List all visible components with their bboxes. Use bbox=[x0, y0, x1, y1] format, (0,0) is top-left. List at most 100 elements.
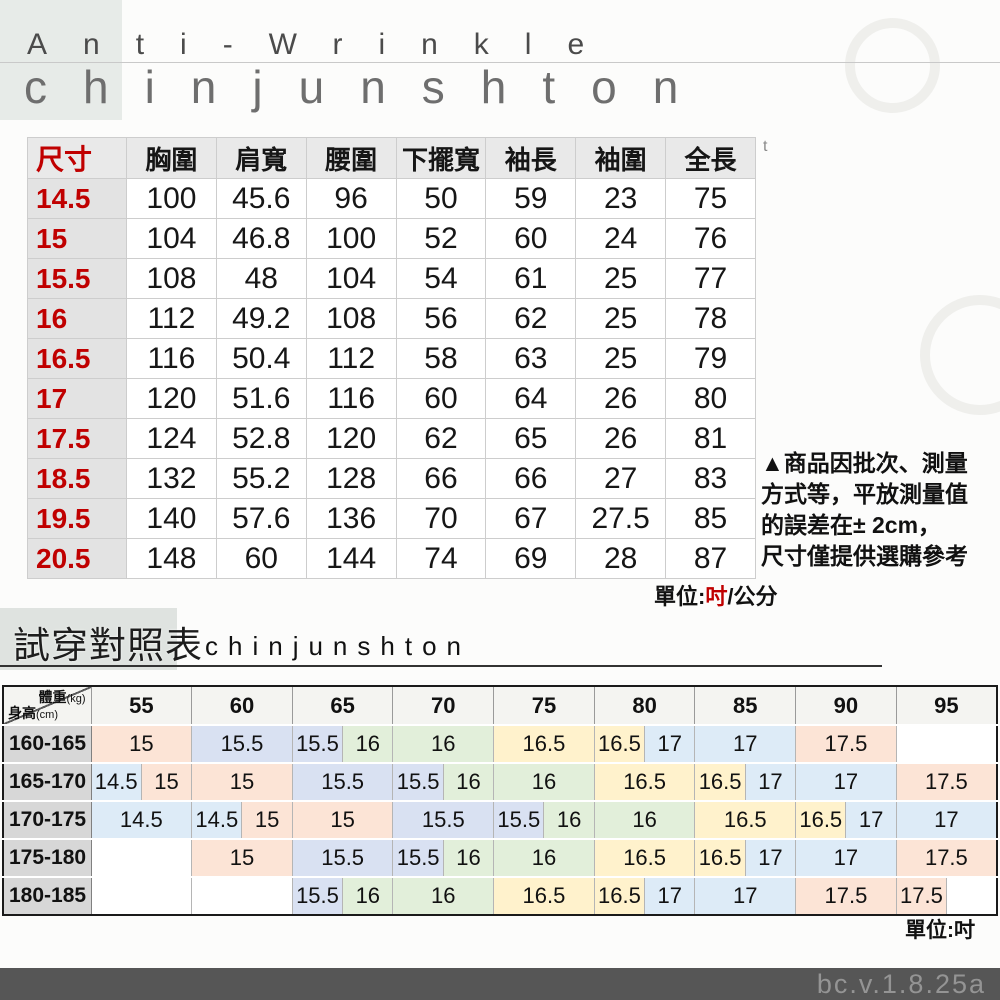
unit-suffix: /公分 bbox=[727, 584, 778, 609]
measurement-cell: 25 bbox=[575, 298, 667, 339]
measurement-cell: 26 bbox=[575, 418, 667, 459]
measure-column-header: 肩寬 bbox=[215, 137, 307, 179]
fit-size-cell: 15 bbox=[191, 838, 293, 877]
size-row: 17 120 51.6 116 60 64 26 80 bbox=[27, 378, 756, 419]
fit-size-cell: 16 bbox=[443, 838, 495, 877]
measurement-cell: 76 bbox=[665, 218, 756, 259]
fit-size-cell: 17 bbox=[845, 800, 897, 839]
fit-header-row: 體重(kg) 身高(cm) 55 60 65 70 75 80 85 90 95 bbox=[2, 685, 998, 726]
measurement-cell: 27.5 bbox=[575, 498, 667, 539]
measurement-cell: 60 bbox=[485, 218, 577, 259]
fit-size-cell: 16 bbox=[594, 800, 696, 839]
fit-size-cell: 16.5 bbox=[594, 876, 646, 915]
measurement-cell: 24 bbox=[575, 218, 667, 259]
fit-row: 160-165 15 15.5 15.5 16 16 16.5 16.5 17 17 17.5 bbox=[3, 724, 998, 763]
weight-column-header: 95 bbox=[895, 685, 998, 726]
fit-size-cell: 15.5 bbox=[292, 876, 344, 915]
fit-empty-cell bbox=[91, 876, 193, 915]
size-table: 尺寸 胸圍 肩寬 腰圍 下擺寬 袖長 袖圍 全長 14.5 100 45.6 96 50 59 23 75 1… bbox=[27, 137, 756, 579]
fit-size-cell: 16.5 bbox=[594, 724, 646, 763]
fit-size-cell: 17.5 bbox=[795, 724, 897, 763]
size-value-cell: 14.5 bbox=[27, 178, 127, 219]
fit-row: 170-175 14.5 14.5 15 15 15.5 15.5 16 16 16.5 16.5 1… bbox=[3, 800, 998, 839]
fit-size-cell: 14.5 bbox=[91, 800, 193, 839]
brand-logo-text: chinjunshton bbox=[24, 61, 715, 113]
fit-size-cell: 15.5 bbox=[392, 762, 444, 801]
fit-size-cell: 15.5 bbox=[191, 724, 293, 763]
fit-size-cell: 14.5 bbox=[191, 800, 243, 839]
fit-size-cell: 16 bbox=[543, 800, 595, 839]
measurement-cell: 124 bbox=[126, 418, 217, 459]
fit-section-brand: chinjunshton bbox=[205, 631, 471, 661]
weight-column-header: 85 bbox=[694, 685, 797, 726]
measurement-cell: 52 bbox=[395, 218, 487, 259]
measurement-cell: 48 bbox=[215, 258, 307, 299]
fit-row: 180-185 15.5 16 16 16.5 16.5 17 17 17.5 17.5 bbox=[3, 876, 998, 915]
measure-column-header: 腰圍 bbox=[305, 137, 397, 179]
fit-size-cell: 15.5 bbox=[392, 838, 444, 877]
size-row: 16 112 49.2 108 56 62 25 78 bbox=[27, 298, 756, 339]
fit-size-cell: 16.5 bbox=[594, 838, 696, 877]
height-axis-label: 身高(cm) bbox=[8, 705, 58, 721]
note-line: ▲商品因批次、測量 bbox=[761, 450, 968, 476]
fit-size-cell: 15 bbox=[292, 800, 394, 839]
size-row: 15.5 108 48 104 54 61 25 77 bbox=[27, 258, 756, 299]
size-table-body: 14.5 100 45.6 96 50 59 23 75 15 104 46.8 100 52 60 24 7… bbox=[27, 178, 756, 579]
measurement-cell: 45.6 bbox=[215, 178, 307, 219]
size-value-cell: 17 bbox=[27, 378, 127, 419]
fit-size-cell: 17 bbox=[745, 762, 797, 801]
shirt-button-decoration bbox=[920, 295, 1000, 415]
fit-empty-cell bbox=[946, 876, 998, 915]
measurement-cell: 100 bbox=[305, 218, 397, 259]
measurement-cell: 67 bbox=[485, 498, 577, 539]
unit-inch-highlight: 吋 bbox=[705, 584, 728, 609]
fit-corner-diagonal: 體重(kg) 身高(cm) bbox=[4, 687, 90, 724]
size-row: 17.5 124 52.8 120 62 65 26 81 bbox=[27, 418, 756, 459]
fit-size-cell: 17.5 bbox=[896, 876, 948, 915]
measurement-note: ▲商品因批次、測量 方式等，平放測量值 的誤差在± 2cm， 尺寸僅提供選購參考 bbox=[761, 448, 1000, 572]
measurement-cell: 104 bbox=[305, 258, 397, 299]
measurement-cell: 136 bbox=[305, 498, 397, 539]
measurement-cell: 49.2 bbox=[215, 298, 307, 339]
fit-size-cell: 15.5 bbox=[292, 762, 394, 801]
fit-size-cell: 15 bbox=[191, 762, 293, 801]
fit-size-cell: 16 bbox=[392, 724, 495, 763]
measurement-cell: 128 bbox=[305, 458, 397, 499]
size-table-unit: 單位:吋/公分 bbox=[654, 579, 777, 611]
measurement-cell: 57.6 bbox=[215, 498, 307, 539]
fit-size-cell: 17 bbox=[795, 838, 897, 877]
fit-size-cell: 16.5 bbox=[694, 800, 797, 839]
fit-size-cell: 16.5 bbox=[694, 838, 746, 877]
measure-column-header: 下擺寬 bbox=[395, 137, 487, 179]
measure-column-header: 胸圍 bbox=[126, 137, 217, 179]
size-table-header-row: 尺寸 胸圍 肩寬 腰圍 下擺寬 袖長 袖圍 全長 bbox=[27, 137, 756, 179]
fit-table: 體重(kg) 身高(cm) 55 60 65 70 75 80 85 90 95 160-165… bbox=[2, 685, 998, 916]
measurement-cell: 78 bbox=[665, 298, 756, 339]
weight-column-header: 75 bbox=[493, 685, 595, 726]
size-value-cell: 15 bbox=[27, 218, 127, 259]
fit-size-cell: 17 bbox=[745, 838, 797, 877]
fit-size-cell: 17.5 bbox=[896, 762, 998, 801]
measurement-cell: 66 bbox=[485, 458, 577, 499]
fit-row: 165-170 14.5 15 15 15.5 15.5 16 16 16.5 16.5 17 17 1… bbox=[3, 762, 998, 801]
measurement-cell: 54 bbox=[395, 258, 487, 299]
height-range-cell: 165-170 bbox=[3, 762, 92, 801]
measurement-cell: 83 bbox=[665, 458, 756, 499]
fit-size-cell: 15 bbox=[91, 724, 193, 763]
size-value-cell: 19.5 bbox=[27, 498, 127, 539]
measurement-cell: 66 bbox=[395, 458, 487, 499]
fit-size-cell: 17.5 bbox=[795, 876, 897, 915]
fit-size-cell: 14.5 bbox=[91, 762, 142, 801]
measurement-cell: 87 bbox=[665, 538, 756, 579]
size-value-cell: 20.5 bbox=[27, 538, 127, 579]
measurement-cell: 108 bbox=[305, 298, 397, 339]
fit-size-cell: 15.5 bbox=[292, 838, 394, 877]
fit-size-cell: 15.5 bbox=[493, 800, 545, 839]
measurement-cell: 25 bbox=[575, 338, 667, 379]
fit-size-cell: 16 bbox=[342, 724, 394, 763]
measurement-cell: 108 bbox=[126, 258, 217, 299]
measurement-cell: 112 bbox=[126, 298, 217, 339]
measurement-cell: 59 bbox=[485, 178, 577, 219]
measure-column-header: 袖長 bbox=[485, 137, 577, 179]
